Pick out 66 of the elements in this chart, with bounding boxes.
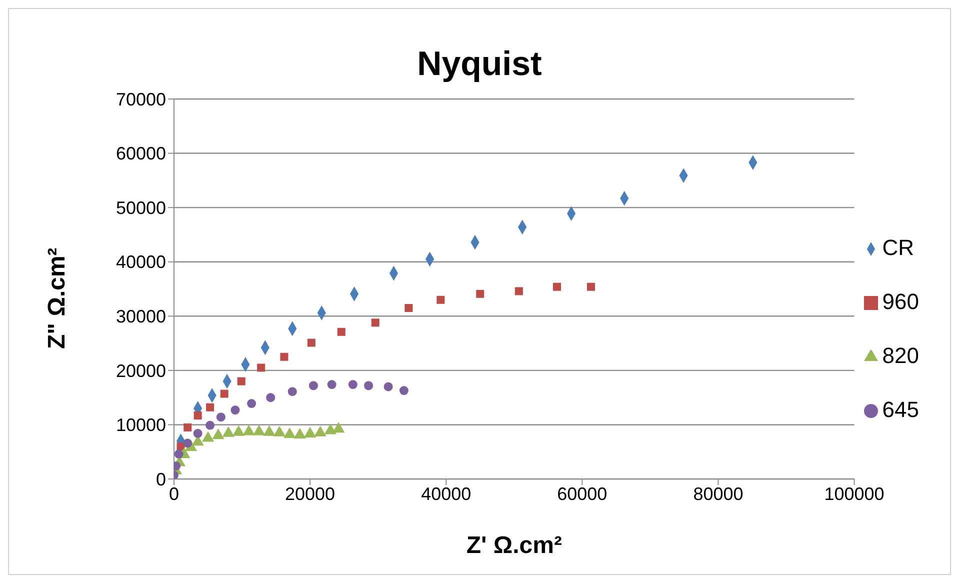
point	[184, 423, 192, 432]
point	[202, 431, 214, 442]
point	[193, 428, 202, 438]
point	[308, 381, 318, 390]
legend-label: 960	[882, 289, 919, 314]
x-tick-label: 80000	[693, 484, 744, 504]
x-tick-label: 60000	[557, 484, 608, 504]
point	[348, 380, 358, 390]
legend-label: CR	[882, 235, 914, 260]
point	[273, 426, 286, 436]
point	[280, 352, 288, 361]
point	[294, 428, 306, 439]
point	[247, 399, 256, 408]
y-tick-label: 50000	[116, 198, 166, 218]
x-tick-label: 100000	[824, 484, 884, 504]
point	[216, 412, 226, 422]
point	[304, 426, 316, 438]
legend-label: 820	[882, 343, 919, 368]
point	[266, 393, 276, 402]
x-tick-label: 20000	[285, 484, 336, 504]
point	[371, 318, 380, 327]
point	[553, 282, 561, 291]
point	[324, 424, 337, 434]
x-axis-title: Z' Ω.cm²	[466, 532, 562, 559]
point	[436, 296, 445, 304]
y-tick-label: 60000	[116, 144, 166, 164]
point	[232, 425, 245, 436]
y-tick-label: 10000	[116, 415, 166, 436]
point	[364, 381, 374, 390]
point	[384, 382, 393, 392]
point	[257, 364, 266, 372]
x-tick-label: 40000	[421, 484, 472, 504]
point	[242, 424, 255, 436]
point	[212, 428, 224, 440]
point	[307, 338, 316, 347]
point	[327, 380, 336, 390]
chart-title: Nyquist	[416, 45, 543, 85]
point	[194, 411, 202, 420]
legend-label: 645	[882, 397, 919, 422]
y-axis-title: Z" Ω.cm²	[44, 248, 71, 349]
y-tick-label: 0	[156, 469, 166, 490]
point	[587, 282, 596, 291]
y-tick-label: 40000	[116, 252, 166, 272]
point	[314, 426, 326, 436]
point	[220, 390, 228, 398]
point	[206, 420, 215, 430]
point	[206, 403, 214, 412]
point	[476, 290, 484, 298]
point	[237, 377, 246, 386]
y-tick-label: 30000	[116, 306, 166, 327]
point	[399, 386, 408, 396]
point	[252, 424, 266, 436]
point	[222, 426, 234, 437]
point	[183, 438, 192, 448]
point	[230, 406, 240, 415]
point	[332, 422, 345, 433]
y-tick-label: 70000	[116, 89, 166, 110]
point	[288, 387, 297, 396]
point	[284, 427, 296, 438]
point	[514, 287, 523, 296]
point	[404, 304, 413, 312]
point	[174, 450, 184, 459]
y-tick-label: 20000	[116, 360, 166, 381]
point	[263, 425, 276, 436]
point	[337, 328, 346, 336]
x-tick-label: 0	[168, 484, 180, 504]
